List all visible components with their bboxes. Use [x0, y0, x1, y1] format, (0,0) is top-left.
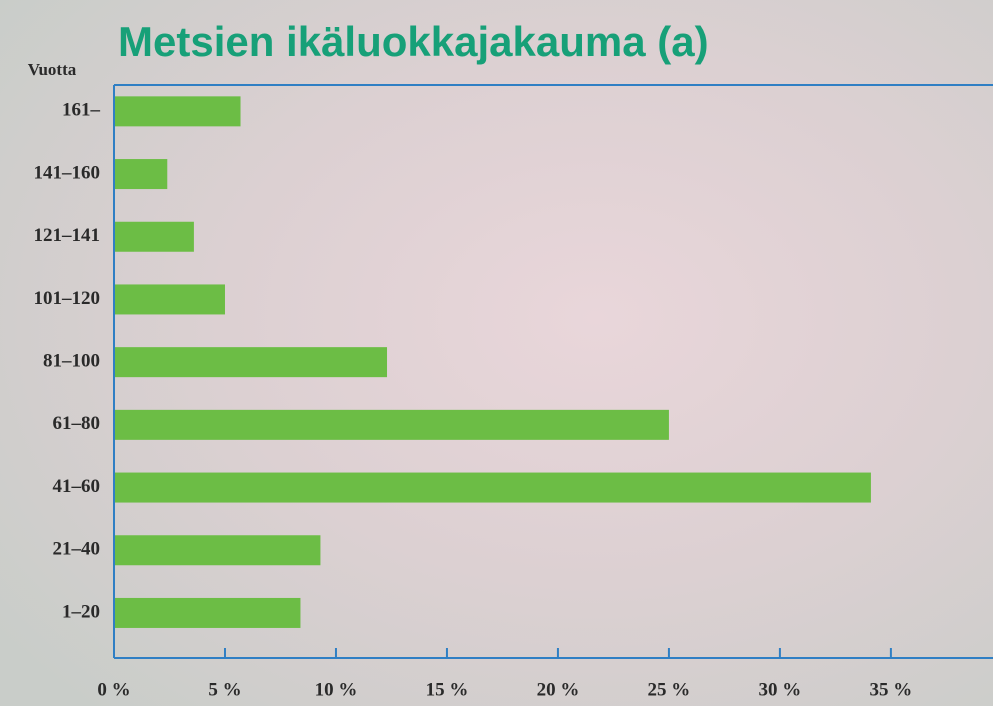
bar: [114, 222, 194, 252]
bar: [114, 410, 669, 440]
x-tick-label: 35 %: [870, 679, 913, 700]
y-tick-label: 161–: [62, 100, 101, 121]
y-tick-label: 101–120: [34, 288, 101, 309]
x-tick-label: 0 %: [97, 679, 130, 700]
x-tick-label: 15 %: [426, 679, 469, 700]
bar: [114, 159, 167, 189]
y-tick-label: 1–20: [62, 601, 100, 622]
x-tick-label: 25 %: [648, 679, 691, 700]
y-tick-label: 81–100: [43, 351, 100, 372]
x-tick-label: 20 %: [537, 679, 580, 700]
x-tick-label: 10 %: [315, 679, 358, 700]
bar: [114, 598, 300, 628]
bar: [114, 473, 871, 503]
chart-title: Metsien ikäluokkajakauma (a): [118, 18, 709, 65]
y-tick-label: 121–141: [34, 225, 101, 246]
y-tick-label: 21–40: [53, 539, 101, 560]
y-tick-label: 41–60: [53, 476, 101, 497]
x-tick-label: 30 %: [759, 679, 802, 700]
x-tick-label: 5 %: [208, 679, 241, 700]
y-tick-label: 61–80: [53, 413, 101, 434]
y-axis-label: Vuotta: [28, 60, 77, 79]
bar: [114, 284, 225, 314]
bar: [114, 96, 241, 126]
y-tick-label: 141–160: [34, 162, 101, 183]
bar: [114, 535, 320, 565]
chart: Metsien ikäluokkajakauma (a) Vuotta 161–…: [0, 0, 993, 706]
bar: [114, 347, 387, 377]
